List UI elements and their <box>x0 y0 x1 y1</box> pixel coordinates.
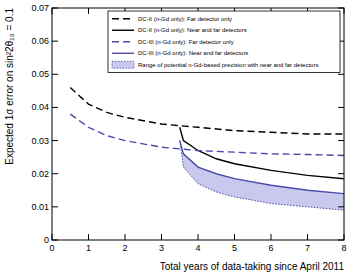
chart: 0 1 2 3 4 5 6 7 8 0 0.01 0.02 0.03 0.04 0.05 0.06 0.07 To… <box>0 0 350 276</box>
legend-label: DC-II (n-Gd only): Near and far detector… <box>138 27 247 33</box>
x-tick <box>234 234 235 240</box>
series-line <box>70 114 344 155</box>
y-tick-label: 0 <box>44 235 49 245</box>
y-tick <box>52 74 58 75</box>
series-line <box>70 88 344 134</box>
legend: DC-II (n-Gd only): Far detector only DC-I… <box>108 11 340 73</box>
band-lower-edge <box>180 141 344 211</box>
y-tick-label: 0.02 <box>31 169 49 179</box>
y-tick-label: 0.07 <box>31 3 49 13</box>
x-tick <box>52 234 53 240</box>
plot-frame <box>52 8 344 240</box>
x-tick <box>344 234 345 240</box>
y-tick <box>52 173 58 174</box>
y-tick-label: 0.06 <box>31 36 49 46</box>
y-tick <box>52 240 58 241</box>
x-tick-label: 3 <box>159 243 164 253</box>
legend-swatch <box>112 41 134 42</box>
x-tick-label: 4 <box>195 243 200 253</box>
y-tick-right <box>338 240 344 241</box>
x-tick <box>271 234 272 240</box>
y-tick-right <box>338 74 344 75</box>
range-band <box>180 141 344 211</box>
legend-swatch <box>112 53 134 54</box>
legend-label: Range of potential n-Gd-based precision … <box>138 62 318 68</box>
legend-swatch <box>112 18 134 19</box>
legend-label: DC-II (n-Gd only): Far detector only <box>138 16 232 22</box>
y-axis-label: Expected 1σ error on sin²2θ₁₃ = 0.1 <box>4 8 15 165</box>
x-tick <box>125 234 126 240</box>
y-tick <box>52 41 58 42</box>
x-axis-label: Total years of data-taking since April 2… <box>160 261 345 272</box>
y-tick-label: 0.03 <box>31 136 49 146</box>
x-tick-top <box>52 8 53 14</box>
y-tick <box>52 140 58 141</box>
x-tick <box>198 234 199 240</box>
x-tick <box>88 234 89 240</box>
x-tick-label: 2 <box>122 243 127 253</box>
x-tick-label: 0 <box>49 243 54 253</box>
series-line <box>180 141 344 194</box>
x-tick-top <box>344 8 345 14</box>
legend-swatch <box>112 61 134 68</box>
y-tick-right <box>338 173 344 174</box>
legend-box <box>108 11 340 73</box>
legend-swatch <box>112 30 134 31</box>
plot-data <box>70 88 344 211</box>
y-tick-label: 0.04 <box>31 102 49 112</box>
y-tick <box>52 8 58 9</box>
x-tick-label: 6 <box>268 243 273 253</box>
y-tick <box>52 206 58 207</box>
x-tick-top <box>88 8 89 14</box>
y-tick <box>52 107 58 108</box>
y-tick-label: 0.05 <box>31 69 49 79</box>
y-tick-label: 0.01 <box>31 202 49 212</box>
legend-label: DC-III (n-Gd only): Far detector only <box>138 39 234 45</box>
legend-label: DC-III (n-Gd only): Near and far detecto… <box>138 50 248 56</box>
x-tick <box>161 234 162 240</box>
y-tick-right <box>338 140 344 141</box>
y-tick-right <box>338 206 344 207</box>
x-tick-label: 1 <box>86 243 91 253</box>
y-tick-right <box>338 8 344 9</box>
x-tick-label: 5 <box>232 243 237 253</box>
x-tick <box>307 234 308 240</box>
y-tick-right <box>338 107 344 108</box>
x-tick-label: 7 <box>305 243 310 253</box>
x-tick-label: 8 <box>341 243 346 253</box>
